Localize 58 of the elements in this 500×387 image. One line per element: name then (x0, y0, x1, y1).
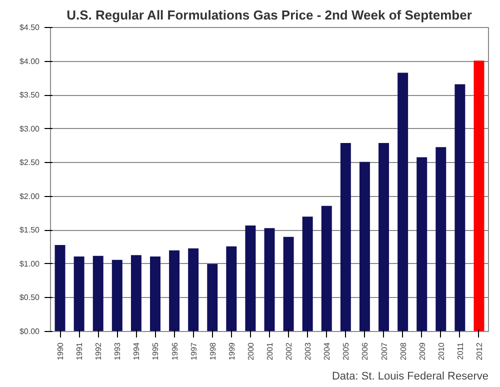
y-tick-label: $0.00 (19, 327, 40, 336)
text: Data: St. Louis Federal Reserve (332, 370, 489, 382)
x-tick-label: 2008 (398, 342, 408, 360)
bar (359, 162, 370, 332)
y-tick-label: $1.00 (19, 259, 40, 268)
bar (169, 250, 180, 332)
y-tick-label: $2.00 (19, 192, 40, 201)
y-tick-label: $1.50 (19, 226, 40, 235)
y-tick-label: $0.50 (19, 293, 40, 302)
bar (92, 256, 104, 332)
bar (454, 84, 466, 332)
bar (302, 216, 313, 332)
x-tick-label: 2004 (322, 342, 332, 360)
bar (340, 143, 351, 332)
bar (54, 245, 66, 332)
bar (378, 143, 389, 332)
bar (398, 72, 408, 332)
x-tick-label: 2001 (266, 342, 274, 360)
y-tick-label: $3.50 (19, 90, 40, 100)
bar (207, 264, 218, 332)
bar (321, 206, 332, 332)
x-tick-label: 1997 (189, 342, 198, 360)
y-tick-label: $4.50 (19, 23, 40, 32)
y-tick-label: $3.00 (19, 124, 40, 134)
bar (416, 157, 428, 332)
x-tick-label: 2003 (304, 342, 313, 360)
x-tick-label: 1999 (227, 342, 236, 360)
y-tick-label: $4.00 (19, 56, 40, 66)
x-tick-label: 1998 (208, 342, 218, 360)
x-tick-label: 1991 (75, 342, 84, 360)
x-tick-label: 1993 (113, 342, 122, 360)
x-tick-label: 2011 (456, 342, 465, 360)
bar (74, 256, 84, 332)
x-tick-label: 2006 (360, 342, 370, 360)
x-tick-label: 1992 (94, 342, 104, 360)
x-tick-label: 2002 (284, 342, 294, 360)
x-tick-label: 2009 (418, 342, 427, 360)
y-tick-label: $2.50 (19, 158, 40, 168)
bar (245, 225, 256, 332)
chart-title: U.S. Regular All Formulations Gas Price - 2nd Week of September (66, 8, 472, 22)
bar (150, 256, 160, 332)
x-tick-label: 2010 (436, 342, 446, 360)
x-tick-label: 1995 (151, 342, 160, 360)
bar (436, 147, 446, 332)
x-tick-label: 2012 (474, 342, 484, 360)
bar (130, 255, 142, 332)
bar (283, 236, 294, 332)
x-tick-label: 1996 (170, 342, 180, 360)
bar (188, 248, 199, 332)
x-tick-label: 2007 (380, 342, 389, 360)
bar (226, 246, 237, 332)
x-tick-label: 2000 (246, 342, 256, 360)
bar (474, 60, 484, 332)
x-tick-label: 1990 (56, 342, 66, 360)
bar (264, 228, 275, 332)
bar (112, 260, 122, 332)
x-tick-label: 2005 (342, 342, 351, 360)
x-tick-label: 1994 (132, 342, 142, 360)
